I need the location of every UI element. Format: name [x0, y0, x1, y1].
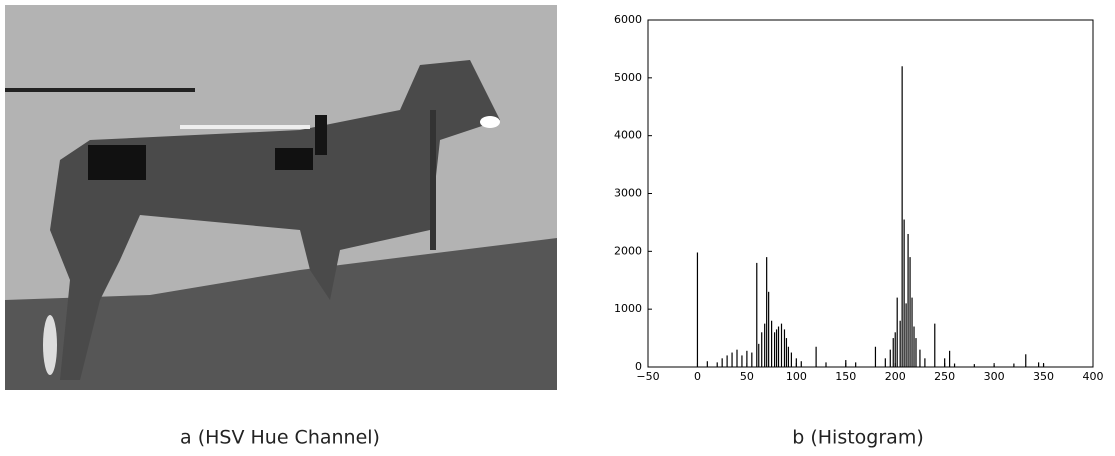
bar: [800, 361, 802, 367]
x-tick-label: 150: [835, 370, 856, 383]
bar: [907, 233, 909, 367]
x-tick-label: 100: [786, 370, 807, 383]
bar: [795, 358, 797, 367]
bar: [741, 355, 743, 367]
y-tick-label: 2000: [614, 244, 642, 257]
bar: [756, 262, 758, 367]
y-tick-label: 6000: [614, 13, 642, 26]
bar: [696, 252, 699, 367]
bar: [726, 355, 728, 367]
bar: [773, 332, 776, 367]
bar: [934, 323, 936, 367]
x-tick-label: 200: [885, 370, 906, 383]
x-tick-label: 250: [934, 370, 955, 383]
x-tick-label: −50: [636, 370, 659, 383]
x-tick-label: 400: [1083, 370, 1104, 383]
bar: [780, 323, 783, 367]
bar: [973, 364, 975, 367]
bar: [736, 349, 738, 367]
bar: [915, 338, 917, 367]
bar: [1038, 362, 1040, 367]
bar: [746, 350, 748, 367]
bar: [903, 219, 905, 367]
y-tick-label: 3000: [614, 187, 642, 200]
bar: [874, 346, 877, 367]
bar: [1042, 363, 1045, 367]
bar: [953, 363, 956, 367]
caption: a (HSV Hue Channel): [180, 427, 380, 449]
bar: [815, 346, 817, 367]
bar: [775, 329, 778, 367]
bar: [764, 323, 766, 367]
bar: [892, 338, 894, 367]
bar: [768, 291, 770, 367]
bar: [913, 326, 915, 367]
caption: b (Histogram): [792, 427, 924, 449]
bar: [901, 66, 903, 368]
x-tick-label: 50: [740, 370, 754, 383]
bar: [905, 303, 907, 367]
bar: [825, 362, 827, 367]
bar: [944, 358, 946, 367]
bar: [919, 349, 921, 367]
bar: [721, 358, 723, 367]
y-tick-label: 0: [635, 360, 642, 373]
bar: [855, 362, 857, 367]
x-tick-label: 300: [984, 370, 1005, 383]
bar: [1025, 354, 1027, 367]
bar: [716, 362, 718, 367]
bar: [949, 350, 951, 367]
x-tick-label: 0: [694, 370, 701, 383]
y-tick-label: 5000: [614, 71, 642, 84]
bar: [785, 338, 788, 367]
bar: [761, 332, 763, 367]
bar: [894, 332, 896, 367]
bar: [731, 352, 733, 367]
hue-image: [5, 5, 557, 390]
bar: [1013, 363, 1015, 367]
bar: [766, 257, 768, 367]
bar: [758, 343, 760, 367]
bar: [993, 364, 995, 367]
bar: [911, 297, 913, 367]
bar: [790, 352, 792, 367]
bar: [783, 329, 786, 367]
y-tick-label: 1000: [614, 302, 642, 315]
plot-frame: [647, 19, 1094, 368]
bar: [924, 358, 926, 367]
x-tick-label: 350: [1033, 370, 1054, 383]
bar: [899, 320, 901, 367]
bar: [777, 326, 780, 367]
y-tick-label: 4000: [614, 129, 642, 142]
bar: [889, 349, 891, 367]
bar: [771, 320, 773, 367]
bar: [884, 358, 886, 367]
bar: [787, 346, 790, 367]
bar: [706, 361, 708, 367]
bar: [896, 297, 898, 367]
bar: [909, 257, 911, 367]
bar: [751, 352, 753, 367]
bar: [845, 360, 847, 367]
